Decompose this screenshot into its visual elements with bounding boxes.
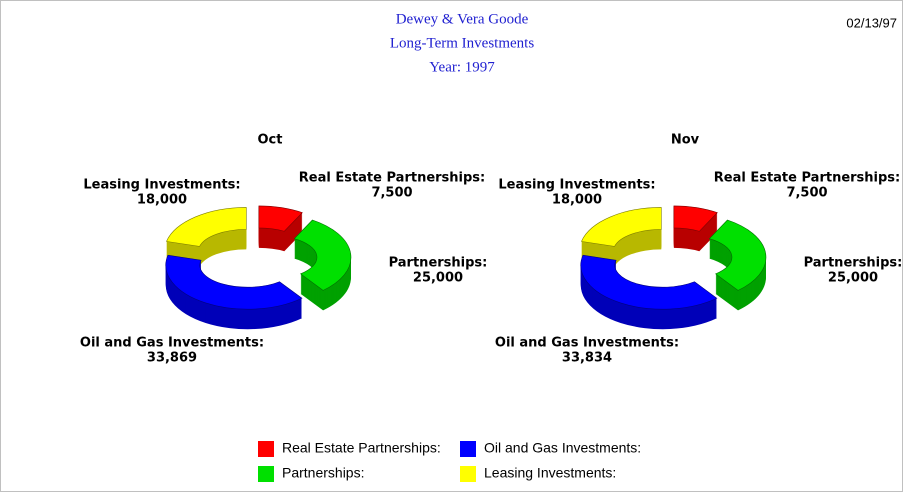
date: 02/13/97 <box>846 15 897 30</box>
slice <box>166 207 247 247</box>
legend-label: Leasing Investments: <box>484 465 616 481</box>
slice <box>165 254 303 310</box>
data-label-name: Oil and Gas Investments: <box>80 336 264 351</box>
data-label-name: Real Estate Partnerships: <box>299 171 486 186</box>
slice <box>581 207 662 247</box>
legend-label: Partnerships: <box>282 465 364 481</box>
slice <box>708 219 767 291</box>
data-label-name: Oil and Gas Investments: <box>495 336 679 351</box>
data-label-value: 18,000 <box>552 193 602 208</box>
slice <box>258 205 303 232</box>
data-label-value: 7,500 <box>371 186 412 201</box>
slice <box>293 219 352 291</box>
legend-label: Real Estate Partnerships: <box>282 440 441 456</box>
data-label-name: Partnerships: <box>804 256 903 271</box>
data-label-value: 33,834 <box>562 351 612 366</box>
slice <box>673 205 718 232</box>
legend-swatch <box>258 441 274 457</box>
data-label-name: Real Estate Partnerships: <box>714 171 901 186</box>
data-label-name: Leasing Investments: <box>83 178 240 193</box>
legend-swatch <box>460 466 476 482</box>
data-label-name: Leasing Investments: <box>498 178 655 193</box>
chart-title: Oct <box>258 133 283 148</box>
chart-title: Nov <box>671 133 700 148</box>
data-label-value: 25,000 <box>413 271 463 286</box>
title-line: Dewey & Vera Goode <box>396 11 529 27</box>
legend-swatch <box>460 441 476 457</box>
data-label-value: 18,000 <box>137 193 187 208</box>
title-line: Long-Term Investments <box>390 35 534 51</box>
slice <box>580 254 718 310</box>
legend-swatch <box>258 466 274 482</box>
data-label-value: 25,000 <box>828 271 878 286</box>
data-label-name: Partnerships: <box>389 256 488 271</box>
title-line: Year: 1997 <box>429 59 495 75</box>
data-label-value: 33,869 <box>147 351 197 366</box>
legend-label: Oil and Gas Investments: <box>484 440 641 456</box>
data-label-value: 7,500 <box>786 186 827 201</box>
